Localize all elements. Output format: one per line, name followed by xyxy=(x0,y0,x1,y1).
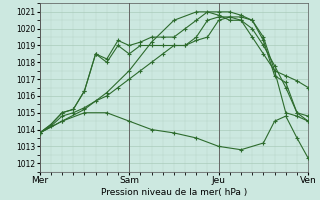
X-axis label: Pression niveau de la mer( hPa ): Pression niveau de la mer( hPa ) xyxy=(101,188,247,197)
